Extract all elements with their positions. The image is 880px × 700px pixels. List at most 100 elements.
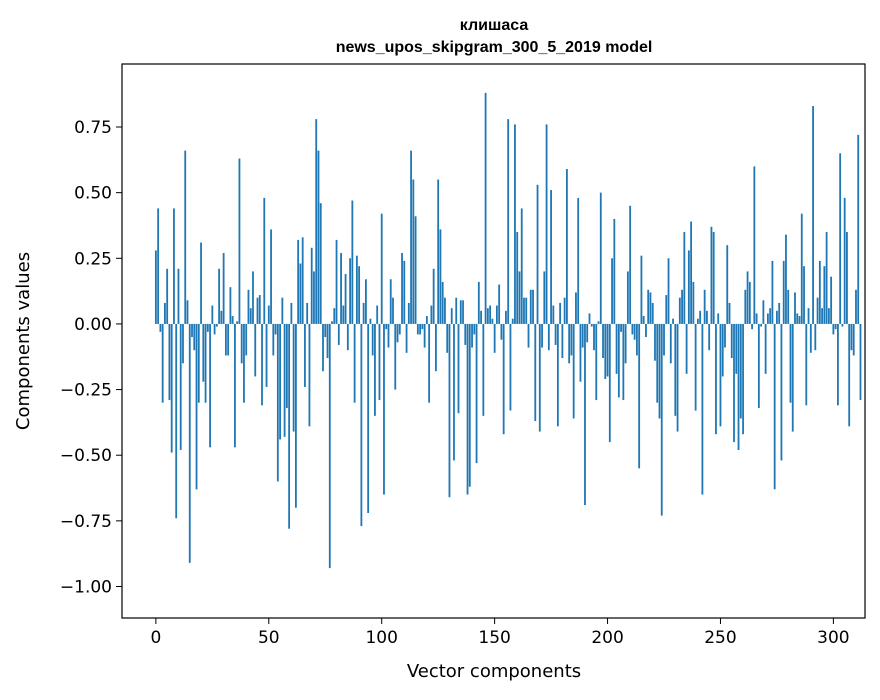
bar-23 <box>206 323 209 332</box>
bar-203 <box>613 218 616 324</box>
bar-29 <box>220 310 223 324</box>
bar-250 <box>719 323 722 427</box>
bar-167 <box>532 289 534 324</box>
bar-227 <box>667 258 670 324</box>
y-tick-label-0: −1.00 <box>60 577 112 597</box>
bar-224 <box>660 323 663 516</box>
bar-48 <box>263 197 266 324</box>
y-axis-label: Components values <box>13 252 34 430</box>
bar-72 <box>317 150 320 324</box>
bar-6 <box>168 323 171 401</box>
bar-94 <box>367 323 370 513</box>
bar-198 <box>602 323 604 359</box>
bar-235 <box>685 323 688 374</box>
bar-39 <box>243 323 245 403</box>
bar-66 <box>304 323 306 387</box>
bar-303 <box>839 153 842 324</box>
bar-55 <box>279 323 281 440</box>
bar-series <box>154 92 862 569</box>
bar-59 <box>288 323 291 529</box>
bar-4 <box>164 302 166 324</box>
bar-211 <box>631 323 634 335</box>
bar-234 <box>683 232 686 324</box>
y-tick-label-7: 0.75 <box>74 118 112 138</box>
bar-5 <box>166 268 169 324</box>
bar-249 <box>717 313 720 324</box>
bar-120 <box>425 316 428 324</box>
bar-152 <box>498 284 501 324</box>
bar-103 <box>387 323 390 348</box>
bar-214 <box>638 323 641 469</box>
bar-65 <box>301 237 304 324</box>
bar-2 <box>159 323 162 332</box>
bar-295 <box>821 308 823 324</box>
bar-274 <box>773 323 776 490</box>
bar-118 <box>421 323 424 330</box>
bar-56 <box>281 297 284 324</box>
bar-307 <box>848 323 851 427</box>
bar-290 <box>809 323 812 353</box>
bar-257 <box>735 323 738 374</box>
y-tick-label-1: −0.75 <box>60 512 112 532</box>
bar-127 <box>441 281 444 324</box>
bar-145 <box>482 323 485 416</box>
bar-156 <box>507 119 510 324</box>
bar-143 <box>477 281 480 324</box>
bar-169 <box>536 184 539 324</box>
bar-197 <box>599 192 602 324</box>
bar-219 <box>649 292 652 324</box>
bar-123 <box>432 268 435 324</box>
bar-225 <box>663 323 665 356</box>
bar-166 <box>529 289 532 324</box>
bar-171 <box>541 323 543 348</box>
bar-31 <box>224 323 227 356</box>
bar-99 <box>378 323 381 401</box>
bar-218 <box>647 289 650 324</box>
bar-57 <box>283 323 286 437</box>
bar-25 <box>211 305 214 324</box>
bar-223 <box>658 323 661 419</box>
bar-157 <box>509 323 512 411</box>
bar-264 <box>751 323 753 330</box>
bar-308 <box>850 323 853 351</box>
bar-212 <box>633 323 636 340</box>
bar-231 <box>676 323 679 432</box>
bar-60 <box>290 302 293 324</box>
bar-151 <box>495 305 498 324</box>
bar-181 <box>563 297 566 324</box>
x-tick-label-150: 150 <box>478 628 510 648</box>
bar-38 <box>240 323 243 364</box>
bar-281 <box>789 323 792 403</box>
bar-238 <box>692 281 695 324</box>
bar-301 <box>834 323 837 330</box>
bar-273 <box>771 260 774 324</box>
bar-76 <box>326 323 329 359</box>
bar-282 <box>791 323 794 432</box>
bar-236 <box>687 250 690 324</box>
bar-50 <box>267 305 270 324</box>
bar-174 <box>547 323 550 351</box>
bar-73 <box>319 203 322 324</box>
bar-185 <box>572 323 575 419</box>
bar-67 <box>306 302 309 324</box>
chart-title: клишаса <box>460 17 529 34</box>
bar-159 <box>514 124 516 324</box>
bar-34 <box>231 316 234 324</box>
y-tick-label-6: 0.50 <box>74 184 112 204</box>
bar-168 <box>534 323 537 422</box>
bar-292 <box>814 323 817 351</box>
bar-122 <box>430 305 433 324</box>
bar-82 <box>340 253 342 324</box>
bar-173 <box>545 124 548 324</box>
bar-205 <box>617 323 620 398</box>
bar-13 <box>184 150 187 324</box>
bar-188 <box>579 323 582 382</box>
bar-16 <box>191 323 193 338</box>
bar-116 <box>416 323 419 335</box>
bar-42 <box>249 308 252 324</box>
bar-51 <box>270 229 272 324</box>
bar-141 <box>473 323 476 335</box>
bar-251 <box>721 323 724 377</box>
bar-27 <box>215 323 218 327</box>
bar-180 <box>561 323 564 359</box>
